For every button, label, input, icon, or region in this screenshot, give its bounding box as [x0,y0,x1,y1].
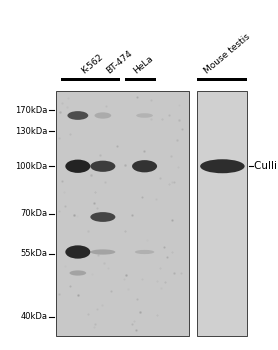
Text: K-562: K-562 [79,52,104,75]
Text: Cullin 4A: Cullin 4A [254,161,278,171]
Ellipse shape [70,270,86,276]
Ellipse shape [132,160,157,173]
Ellipse shape [90,161,115,172]
FancyBboxPatch shape [61,78,97,80]
Ellipse shape [68,111,88,120]
FancyBboxPatch shape [92,78,120,80]
Text: 55kDa: 55kDa [21,249,48,258]
FancyBboxPatch shape [125,78,156,80]
FancyBboxPatch shape [56,91,189,336]
Text: BT-474: BT-474 [104,49,134,75]
Ellipse shape [90,249,115,255]
Ellipse shape [90,212,115,222]
Text: 100kDa: 100kDa [16,162,48,171]
Ellipse shape [136,113,153,118]
Ellipse shape [65,160,90,173]
Ellipse shape [65,245,90,259]
Text: 170kDa: 170kDa [16,106,48,115]
FancyBboxPatch shape [197,91,247,336]
Text: 130kDa: 130kDa [16,127,48,136]
FancyBboxPatch shape [197,78,247,80]
Text: 40kDa: 40kDa [21,312,48,321]
Text: HeLa: HeLa [132,54,155,75]
Text: Mouse testis: Mouse testis [203,32,252,75]
Ellipse shape [135,250,154,254]
Text: 70kDa: 70kDa [21,209,48,218]
Ellipse shape [200,159,245,173]
Ellipse shape [95,112,111,119]
